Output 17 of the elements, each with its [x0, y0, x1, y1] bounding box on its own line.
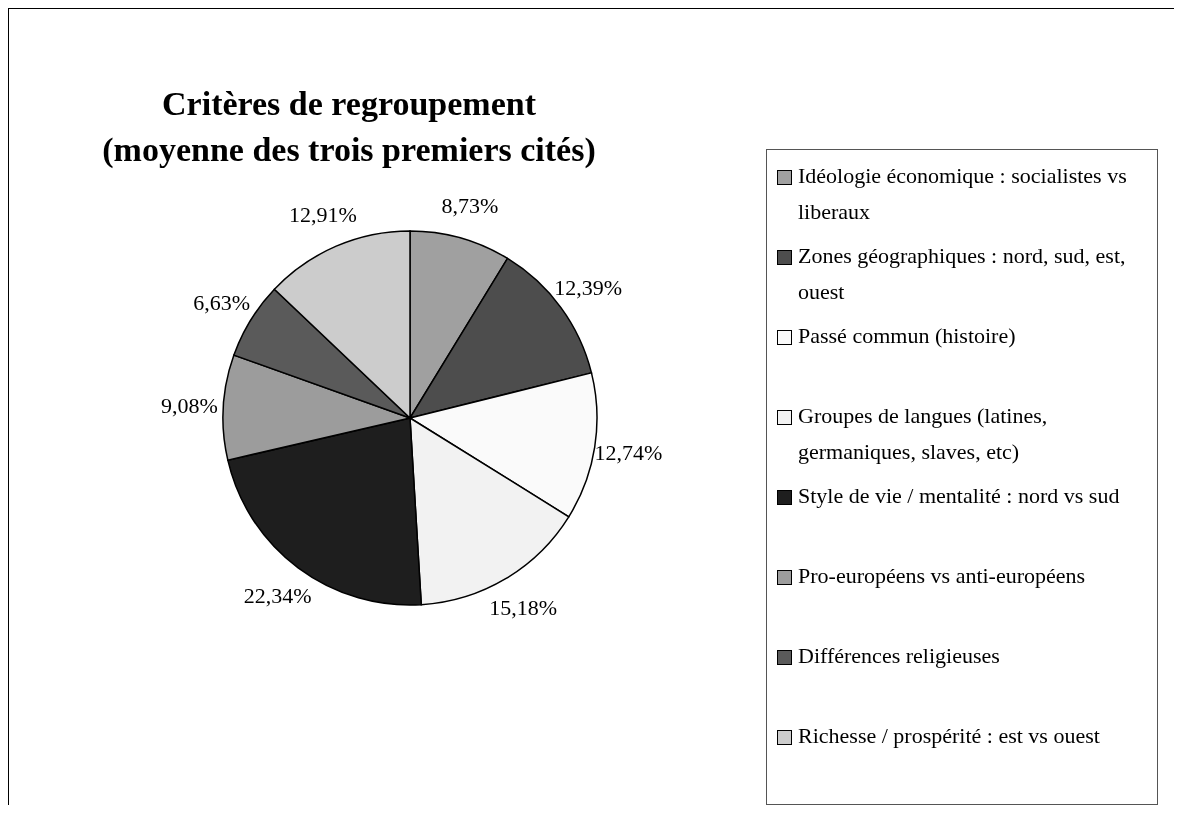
data-label: 22,34%: [243, 582, 312, 608]
data-label: 12,39%: [554, 274, 623, 300]
legend-label: Groupes de langues (latines, germaniques, slaves, etc): [798, 402, 1049, 466]
legend-label: Idéologie économique : socialistes vs liberaux: [798, 162, 1128, 226]
data-label: 6,63%: [193, 289, 251, 315]
legend-label: Style de vie / mentalité : nord vs sud: [798, 482, 1121, 510]
legend-label: Différences religieuses: [798, 642, 1001, 670]
data-label: 12,91%: [288, 202, 357, 228]
legend-label: Richesse / prospérité : est vs ouest: [798, 722, 1101, 750]
data-label: 15,18%: [489, 595, 558, 621]
data-label: 8,73%: [441, 192, 499, 218]
legend-label: Pro-européens vs anti-européens: [798, 562, 1087, 590]
legend-label: Passé commun (histoire): [798, 322, 1017, 350]
chart-title: Critères de regroupement (moyenne des trois premiers cités): [101, 84, 597, 170]
legend-label: Zones géographiques : nord, sud, est, ouest: [798, 242, 1127, 306]
data-label: 9,08%: [160, 392, 218, 418]
data-label: 12,74%: [594, 439, 663, 465]
